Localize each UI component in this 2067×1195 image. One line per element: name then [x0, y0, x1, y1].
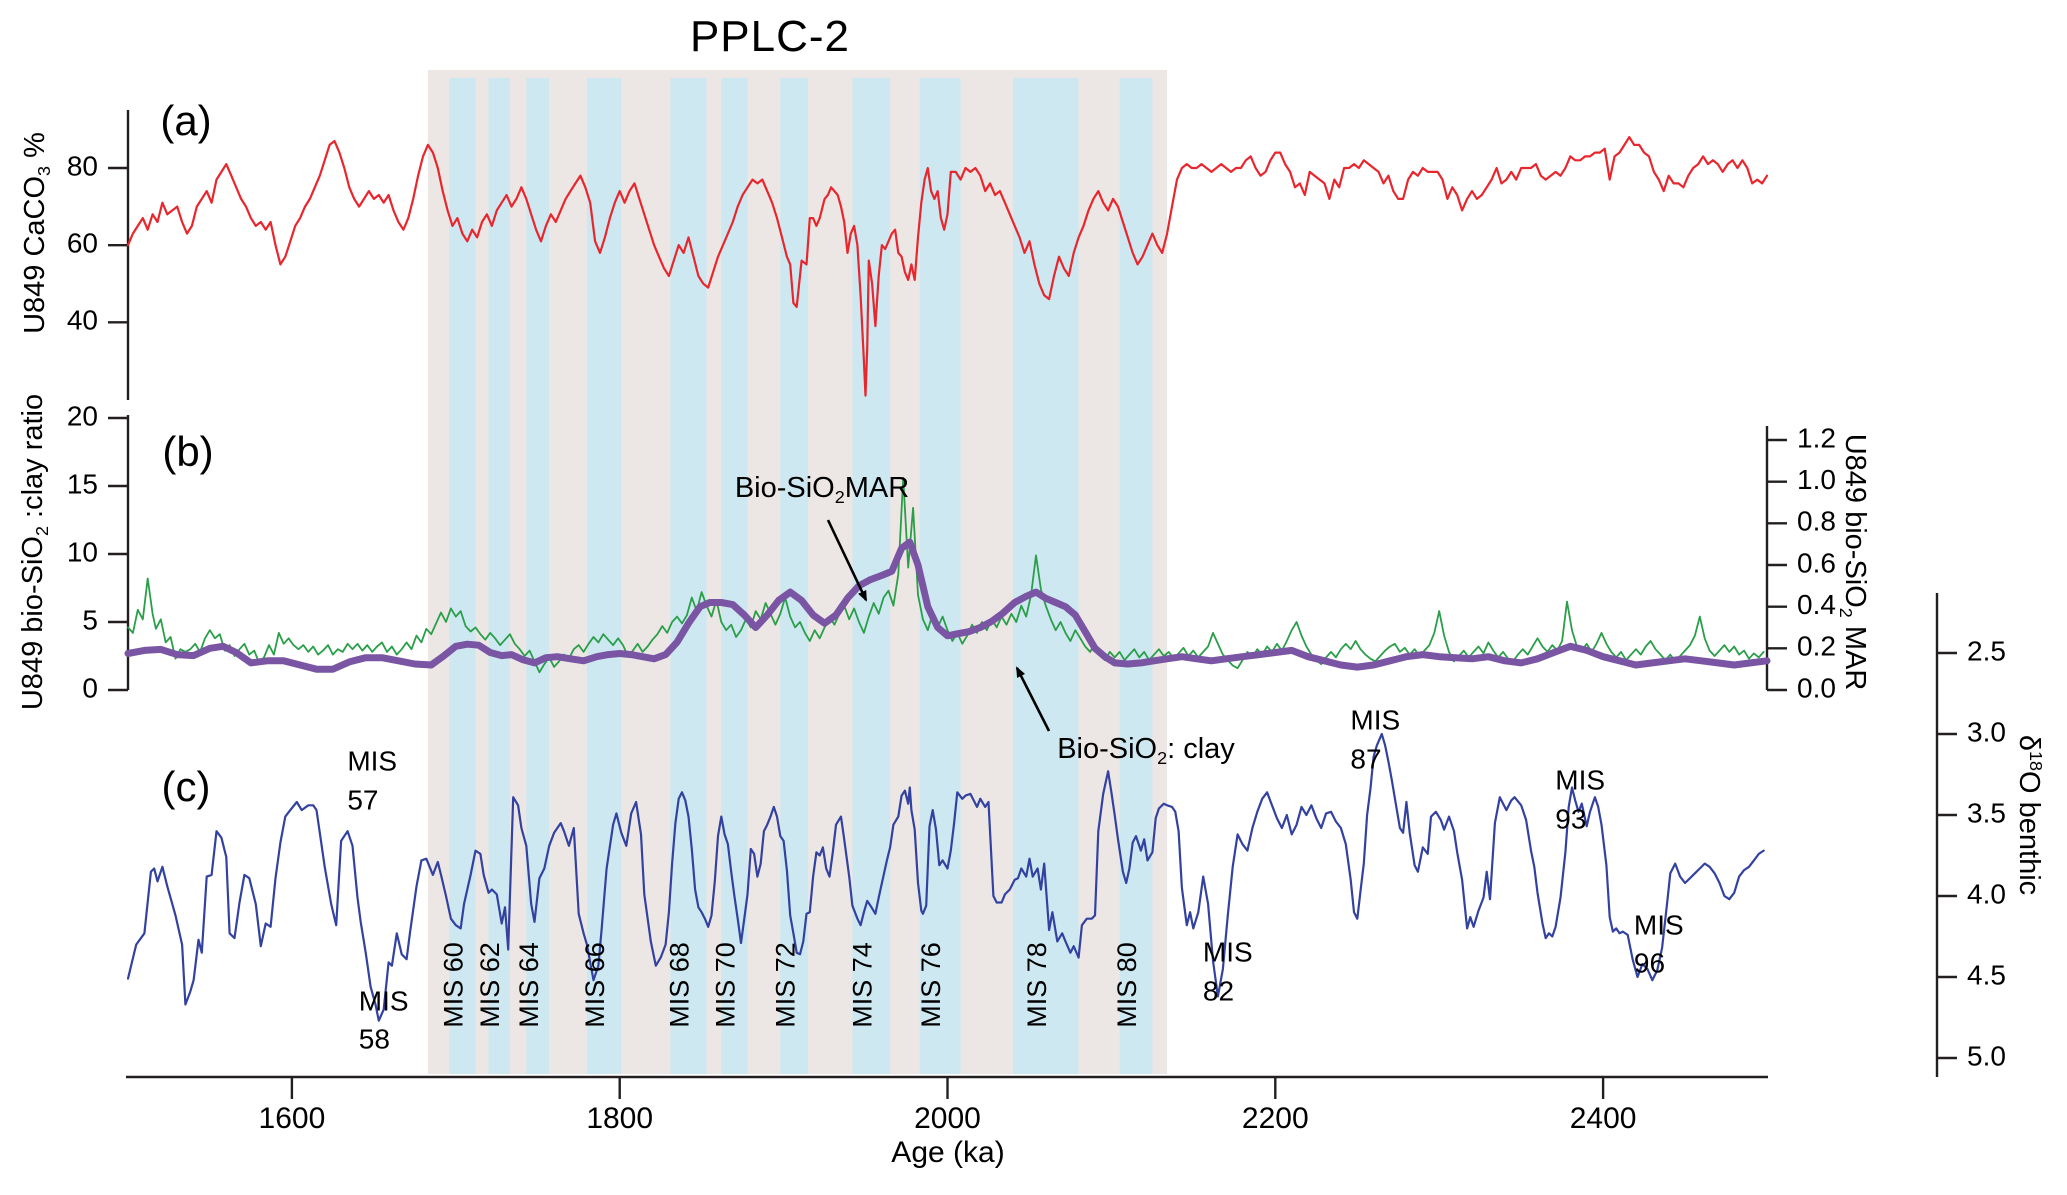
- panel-a-ylabel: U849 CaCO3 %: [19, 132, 55, 334]
- x-axis-tick-label: 2200: [1242, 1102, 1309, 1135]
- glacial-stage-band: [721, 78, 748, 1074]
- glacial-stage-band: [488, 78, 510, 1074]
- mis-band-label: MIS 80: [1112, 942, 1142, 1028]
- panel-c-ylabel-delta: δ: [2013, 734, 2046, 752]
- x-axis-tick-label: 1800: [586, 1102, 653, 1135]
- glacial-stage-band: [449, 78, 476, 1074]
- panel-b-right-tick-label: 0.2: [1797, 631, 1836, 662]
- series-b_right: [124, 538, 1771, 673]
- page-title: PPLC-2: [689, 12, 851, 61]
- panel-c-right-tick-label: 4.5: [1967, 959, 2006, 990]
- mis-band-label: MIS 72: [770, 942, 800, 1028]
- glacial-stage-band: [780, 78, 809, 1074]
- panel-a-ylabel-sub: 3: [34, 165, 55, 176]
- panel-b-left-tick-label: 5: [82, 604, 98, 635]
- glacial-stage-band: [919, 78, 961, 1074]
- x-axis-tick-label: 2400: [1570, 1102, 1637, 1135]
- panel-b-right-tick-label: 0.4: [1797, 589, 1836, 620]
- panel-b-left-ylabel-sub: 2: [32, 526, 53, 537]
- series-a: [126, 136, 1769, 397]
- mis-band-label: MIS 78: [1022, 942, 1052, 1028]
- glacial-stage-band: [670, 78, 707, 1074]
- clay-callout-sub: 2: [1157, 748, 1168, 769]
- panel-b-right-tick-label: 1.0: [1797, 464, 1836, 495]
- mis-band-label: MIS 70: [710, 942, 740, 1028]
- clay-callout-text: Bio-SiO: [1057, 732, 1158, 765]
- panel-b-right-tick-label: 0.6: [1797, 547, 1836, 578]
- mar-callout-sub: 2: [834, 487, 845, 508]
- panel-a-tick-label: 40: [67, 305, 98, 336]
- panel-b-right-tick-label: 1.2: [1797, 422, 1836, 453]
- mis-annotation: MIS 93: [1555, 764, 1606, 835]
- panel-b-right-ylabel-text: U849 bio-SiO: [1839, 433, 1872, 608]
- panel-b-left-ylabel: U849 bio-SiO2 :clay ratio: [17, 394, 53, 710]
- panel-a-ylabel-text: U849 CaCO: [18, 175, 51, 334]
- panel-b-left-tick-label: 10: [67, 536, 98, 567]
- panel-c-right-tick-label: 4.0: [1967, 878, 2006, 909]
- x-axis-label: Age (ka): [891, 1136, 1005, 1169]
- panel-a-letter: (a): [160, 97, 212, 144]
- mis-band-label: MIS 68: [665, 942, 695, 1028]
- mar-callout-arrow: [826, 519, 868, 602]
- panel-b-left-tick-label: 20: [67, 400, 98, 431]
- series-c: [126, 732, 1765, 1022]
- glacial-stage-band: [586, 78, 622, 1074]
- panel-b-left-tick-label: 0: [82, 672, 98, 703]
- mis-band-label: MIS 62: [475, 942, 505, 1028]
- panel-a-ylabel-post: %: [18, 132, 51, 166]
- panel-c-ylabel-post: O benthic: [2013, 771, 2046, 896]
- mar-callout-post: MAR: [844, 471, 910, 504]
- mis-band-label: MIS 74: [847, 942, 877, 1028]
- panel-b-right-ylabel: U849 bio-SiO2 MAR: [1835, 434, 1871, 691]
- mis-band-label: MIS 64: [514, 942, 544, 1028]
- mis-band-label: MIS 66: [580, 942, 610, 1028]
- clay-callout-post: : clay: [1167, 732, 1235, 765]
- panel-c-letter: (c): [161, 763, 211, 810]
- panel-b-left-ylabel-post: :clay ratio: [16, 393, 49, 527]
- panel-a-tick-label: 80: [67, 150, 98, 181]
- panel-b-right-ylabel-sub: 2: [1835, 607, 1856, 618]
- panel-b-right-ylabel-post: MAR: [1839, 617, 1872, 691]
- panel-b-left-tick-label: 15: [67, 468, 98, 499]
- panel-a-tick-label: 60: [67, 228, 98, 259]
- panel-b-right-tick-label: 0.0: [1797, 672, 1836, 703]
- panel-c-right-ylabel: δ18O benthic: [2012, 735, 2046, 895]
- clay-callout: Bio-SiO2: clay: [1057, 733, 1235, 769]
- mis-annotation: MIS 87: [1350, 704, 1401, 775]
- x-axis-tick-label: 1600: [259, 1102, 326, 1135]
- panel-b-letter: (b): [162, 428, 214, 475]
- x-axis-tick-label: 2000: [914, 1102, 981, 1135]
- panel-b-right-tick-label: 0.8: [1797, 506, 1836, 537]
- mis-annotation: MIS 58: [358, 985, 409, 1055]
- mis-band-label: MIS 60: [438, 942, 468, 1028]
- glacial-stage-band: [1013, 78, 1079, 1074]
- panel-c-ylabel-sup: 18: [2025, 751, 2046, 772]
- clay-callout-arrow: [1015, 666, 1051, 732]
- panel-c-right-tick-label: 3.0: [1967, 716, 2006, 747]
- glacial-stage-band: [526, 78, 550, 1074]
- mis-annotation: MIS 57: [347, 745, 398, 815]
- panel-c-right-tick-label: 5.0: [1967, 1040, 2006, 1071]
- mis-annotation: MIS 96: [1633, 908, 1684, 979]
- panel-c-right-tick-label: 3.5: [1967, 797, 2006, 828]
- series-b_left: [127, 476, 1765, 674]
- mis-annotation: MIS 82: [1202, 936, 1253, 1007]
- panel-b-left-ylabel-text: U849 bio-SiO: [16, 536, 49, 711]
- mar-callout-text: Bio-SiO: [734, 471, 835, 504]
- panel-c-right-tick-label: 2.5: [1967, 635, 2006, 666]
- mar-callout: Bio-SiO2MAR: [735, 472, 909, 508]
- mis-band-label: MIS 76: [916, 942, 946, 1028]
